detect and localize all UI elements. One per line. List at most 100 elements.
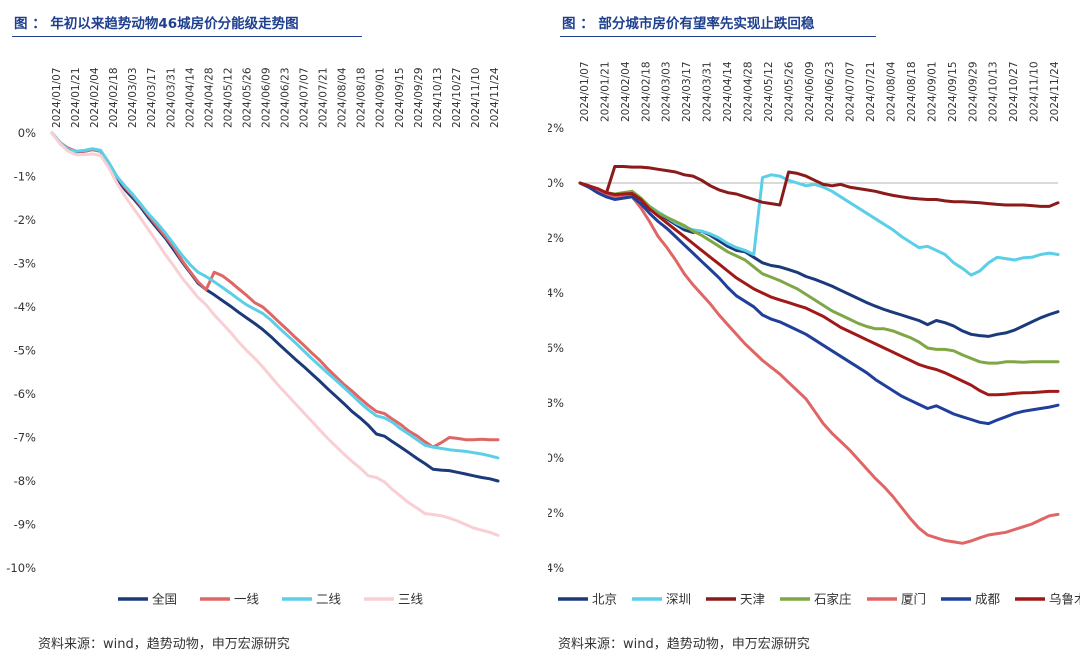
legend-item: 天津 (706, 592, 765, 607)
series-line-6 (578, 181, 1060, 397)
x-tick-label: 2024/10/27 (1008, 61, 1020, 122)
x-tick-label: 2024/05/12 (763, 61, 775, 122)
x-tick-label: 2024/09/29 (967, 61, 979, 122)
legend-label: 一线 (234, 592, 260, 607)
x-tick-label: 2024/04/28 (742, 61, 754, 122)
legend-label: 厦门 (901, 592, 926, 607)
legend-item: 全国 (118, 592, 177, 607)
x-tick-label: 2024/07/07 (299, 67, 311, 128)
legend-item: 三线 (364, 592, 424, 607)
legend-item: 深圳 (632, 592, 691, 607)
y-tick-label: -14% (548, 561, 564, 575)
line-chart-left: 0% -1% -2% -3% -4% -5% -6% -7% -8% -9% -10% 2024/01… (6, 67, 501, 607)
series-line-4 (578, 181, 1060, 545)
x-tick-label: 2024/04/14 (184, 67, 196, 128)
line-chart-right: 2% 0% -2% -4% -6% -8% -10% -12% -14% 2024/01/07 20… (548, 61, 1080, 607)
x-tick-label: 2024/08/04 (337, 67, 349, 128)
x-tick-label: 2024/03/03 (661, 61, 673, 122)
x-tick-label: 2024/10/27 (451, 67, 463, 128)
series-line-3 (50, 131, 500, 537)
x-tick-label: 2024/06/09 (804, 61, 816, 122)
x-tick-label: 2024/07/07 (845, 61, 857, 122)
x-tick-label: 2024/09/15 (394, 67, 406, 128)
legend-label: 乌鲁木齐 (1049, 592, 1080, 607)
x-tick-label: 2024/11/10 (1029, 61, 1041, 122)
legend-item: 北京 (558, 592, 617, 607)
y-tick-label: -5% (14, 344, 36, 358)
legend-label: 石家庄 (814, 592, 852, 607)
y-tick-label: -10% (6, 561, 36, 575)
series-line-2 (578, 165, 1060, 208)
y-tick-label: 0% (548, 176, 564, 190)
x-tick-label: 2024/03/17 (681, 61, 693, 122)
title-underline-right (560, 36, 876, 37)
x-tick-label: 2024/11/24 (1049, 61, 1061, 122)
chart-panel-right: 图 ： 部分城市房价有望率先实现止跌回稳 2% 0% -2% -4% -6% -8% -10… (548, 0, 1080, 665)
y-tick-label: -4% (14, 300, 36, 314)
y-tick-label: -2% (548, 231, 564, 245)
x-tick-label: 2024/03/03 (127, 67, 139, 128)
x-tick-label: 2024/03/17 (146, 67, 158, 128)
y-tick-label: -8% (548, 396, 564, 410)
x-tick-label: 2024/01/07 (51, 67, 63, 128)
legend-item: 二线 (282, 592, 342, 607)
y-tick-label: -12% (548, 506, 564, 520)
x-tick-label: 2024/08/04 (886, 61, 898, 122)
x-tick-label: 2024/09/29 (413, 67, 425, 128)
y-tick-label: -4% (548, 286, 564, 300)
x-tick-label: 2024/09/01 (375, 67, 387, 128)
y-tick-label: -1% (14, 170, 36, 184)
legend-item: 成都 (941, 592, 1001, 607)
x-tick-label: 2024/03/31 (165, 67, 177, 128)
source-note-left: 资料来源：wind，趋势动物，申万宏源研究 (38, 637, 290, 652)
legend-label: 深圳 (666, 592, 691, 607)
x-tick-label: 2024/07/21 (318, 67, 330, 128)
x-tick-label: 2024/02/04 (89, 67, 101, 128)
x-tick-label: 2024/09/01 (926, 61, 938, 122)
x-tick-label: 2024/08/18 (906, 61, 918, 122)
x-tick-label: 2024/05/12 (222, 67, 234, 128)
title-underline-left (12, 36, 362, 37)
legend-item: 厦门 (867, 592, 926, 607)
x-tick-label: 2024/05/26 (241, 67, 253, 128)
legend-label: 成都 (975, 592, 1001, 607)
x-tick-label: 2024/09/15 (947, 61, 959, 122)
x-tick-label: 2024/05/26 (783, 61, 795, 122)
x-tick-label: 2024/11/10 (470, 67, 482, 128)
series-line-3 (578, 181, 1060, 365)
y-tick-label: -3% (14, 257, 36, 271)
series-line-2 (50, 131, 500, 460)
y-tick-label: 2% (548, 121, 564, 135)
x-tick-label: 2024/01/21 (70, 67, 82, 128)
source-note-right: 资料来源：wind，趋势动物，申万宏源研究 (558, 637, 810, 652)
y-tick-label: -7% (14, 431, 36, 445)
legend-item: 一线 (200, 592, 260, 607)
legend-label: 三线 (398, 592, 424, 607)
x-tick-label: 2024/04/14 (722, 61, 734, 122)
x-tick-label: 2024/06/09 (260, 67, 272, 128)
x-tick-label: 2024/02/18 (108, 67, 120, 128)
x-tick-label: 2024/01/07 (579, 61, 591, 122)
x-tick-label: 2024/03/31 (702, 61, 714, 122)
x-tick-label: 2024/10/13 (988, 61, 1000, 122)
x-tick-label: 2024/04/28 (203, 67, 215, 128)
legend-label: 天津 (740, 592, 765, 607)
x-tick-label: 2024/08/18 (356, 67, 368, 128)
legend-item: 石家庄 (780, 592, 852, 607)
y-tick-label: 0% (18, 126, 36, 140)
legend-label: 北京 (592, 592, 617, 607)
x-tick-label: 2024/02/18 (640, 61, 652, 122)
chart-title-right: 图 ： 部分城市房价有望率先实现止跌回稳 (562, 16, 815, 32)
legend-item: 乌鲁木齐 (1015, 592, 1080, 607)
y-tick-label: -9% (14, 518, 36, 532)
x-tick-label: 2024/02/04 (620, 61, 632, 122)
x-tick-label: 2024/06/23 (824, 61, 836, 122)
chart-title-left: 图 ： 年初以来趋势动物46城房价分能级走势图 (14, 16, 299, 32)
x-tick-label: 2024/01/21 (599, 61, 611, 122)
legend-label: 全国 (152, 592, 177, 607)
y-tick-label: -2% (14, 213, 36, 227)
y-tick-label: -10% (548, 451, 564, 465)
y-tick-label: -8% (14, 474, 36, 488)
x-tick-label: 2024/06/23 (280, 67, 292, 128)
y-tick-label: -6% (548, 341, 564, 355)
